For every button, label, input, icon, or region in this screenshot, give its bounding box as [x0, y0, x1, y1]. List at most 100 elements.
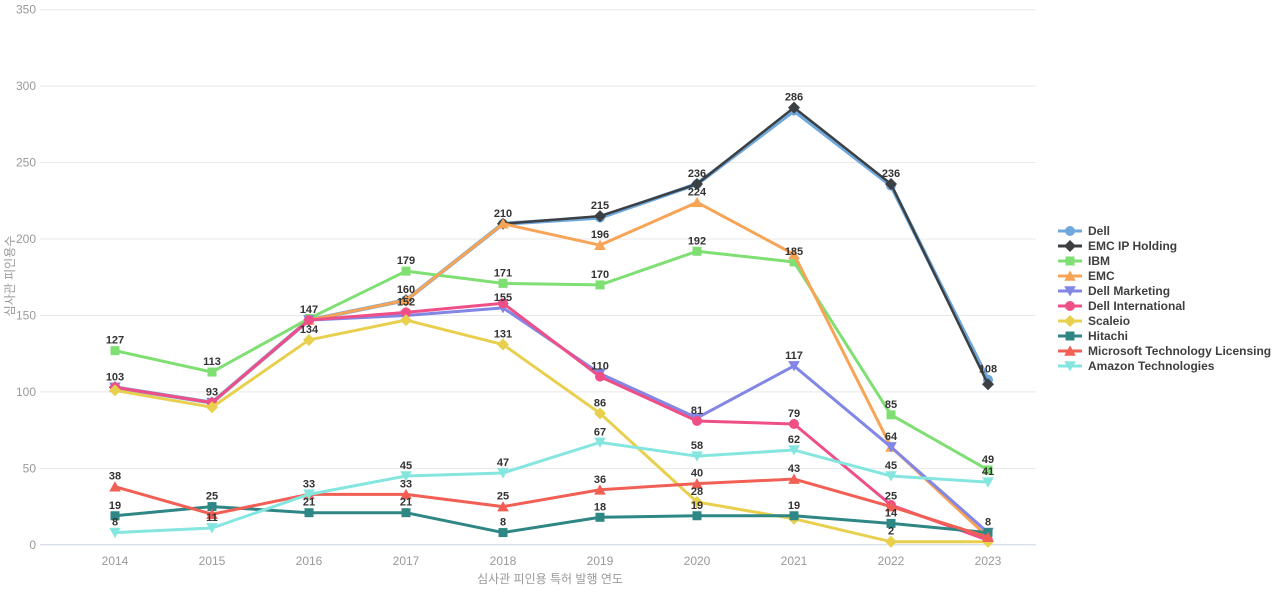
legend-item-emc[interactable]: EMC [1058, 269, 1115, 283]
data-label-amazon-technologies: 45 [400, 460, 412, 472]
legend-item-microsoft-technology-licensing[interactable]: Microsoft Technology Licensing [1058, 344, 1271, 358]
y-tick-label: 250 [16, 156, 36, 170]
legend-item-hitachi[interactable]: Hitachi [1058, 329, 1128, 343]
y-axis-title: 심사관 피인용수 [3, 236, 17, 317]
series-marker-ibm[interactable] [886, 410, 896, 420]
series-line-ibm [113, 249, 990, 472]
data-label-amazon-technologies: 47 [497, 457, 509, 469]
data-label-scaleio: 131 [494, 329, 512, 341]
series-marker-scaleio[interactable] [400, 314, 412, 327]
series-marker-amazon-technologies[interactable] [303, 489, 315, 500]
series-marker-microsoft-technology-licensing[interactable] [594, 484, 606, 495]
x-tick-label: 2014 [102, 554, 129, 568]
legend-item-dell-marketing[interactable]: Dell Marketing [1058, 284, 1170, 298]
series-marker-dell-international[interactable] [498, 298, 508, 309]
legend-item-amazon-technologies[interactable]: Amazon Technologies [1058, 359, 1215, 373]
series-marker-emc-ip-holding[interactable] [594, 210, 606, 223]
y-tick-label: 150 [16, 308, 36, 322]
series-marker-microsoft-technology-licensing[interactable] [788, 473, 800, 484]
series-marker-hitachi[interactable] [692, 511, 702, 521]
series-marker-microsoft-technology-licensing[interactable] [109, 481, 121, 492]
series-marker-scaleio[interactable] [885, 535, 897, 548]
series-marker-emc[interactable] [594, 239, 606, 250]
series-line-emc [113, 200, 990, 539]
series-marker-amazon-technologies[interactable] [497, 468, 509, 479]
series-marker-dell-marketing[interactable] [885, 442, 897, 453]
series-marker-microsoft-technology-licensing[interactable] [497, 501, 509, 512]
series-marker-amazon-technologies[interactable] [109, 527, 121, 539]
series-marker-microsoft-technology-licensing[interactable] [206, 508, 218, 520]
series-marker-scaleio[interactable] [497, 338, 509, 351]
series-marker-hitachi[interactable] [401, 508, 411, 518]
series-marker-amazon-technologies[interactable] [206, 523, 218, 534]
series-line-dell-international [113, 301, 990, 542]
data-label-emc: 224 [688, 186, 707, 198]
series-marker-dell-international[interactable] [789, 419, 799, 430]
series-marker-microsoft-technology-licensing[interactable] [691, 478, 703, 489]
series-marker-hitachi[interactable] [304, 508, 314, 518]
series-marker-emc[interactable] [497, 218, 509, 229]
series-marker-ibm[interactable] [207, 367, 217, 377]
series-marker-hitachi[interactable] [207, 502, 217, 512]
series-marker-emc[interactable] [691, 196, 703, 208]
series-marker-emc[interactable] [788, 248, 800, 260]
series-marker-scaleio[interactable] [303, 333, 315, 346]
data-label-scaleio: 28 [691, 486, 703, 498]
legend-item-ibm[interactable]: IBM [1058, 254, 1110, 268]
series-marker-dell-international[interactable] [401, 307, 411, 318]
legend-item-emc-ip-holding[interactable]: EMC IP Holding [1058, 239, 1177, 253]
legend-label-amazon-technologies: Amazon Technologies [1088, 359, 1215, 373]
series-marker-amazon-technologies[interactable] [400, 471, 412, 482]
series-marker-ibm[interactable] [595, 280, 605, 290]
series-marker-dell-international[interactable] [304, 315, 314, 326]
series-marker-emc-ip-holding[interactable] [885, 178, 897, 191]
data-label-dell-international: 81 [691, 405, 703, 417]
series-marker-microsoft-technology-licensing[interactable] [400, 488, 412, 500]
data-label-hitachi: 19 [109, 500, 121, 512]
series-marker-dell-international[interactable] [692, 415, 702, 426]
series-marker-hitachi[interactable] [595, 512, 605, 522]
series-marker-hitachi[interactable] [110, 511, 120, 521]
series-marker-amazon-technologies[interactable] [788, 445, 800, 456]
series-marker-microsoft-technology-licensing[interactable] [982, 531, 994, 542]
data-label-amazon-technologies: 8 [112, 517, 118, 529]
series-marker-ibm[interactable] [692, 246, 702, 256]
series-marker-scaleio[interactable] [206, 401, 218, 414]
y-tick-label: 0 [29, 538, 36, 552]
series-emc-ip-holding [109, 101, 994, 409]
data-label-ibm: 179 [397, 255, 415, 267]
series-marker-scaleio[interactable] [109, 384, 121, 397]
series-marker-amazon-technologies[interactable] [691, 451, 703, 462]
data-label-dell-international: 152 [397, 296, 415, 308]
series-marker-emc[interactable] [400, 294, 412, 305]
series-marker-scaleio[interactable] [594, 407, 606, 420]
series-marker-ibm[interactable] [110, 346, 120, 356]
data-label-hitachi: 21 [400, 497, 412, 509]
series-marker-amazon-technologies[interactable] [594, 437, 606, 448]
series-marker-ibm[interactable] [401, 266, 411, 276]
series-marker-amazon-technologies[interactable] [982, 477, 994, 488]
series-marker-dell-international[interactable] [595, 371, 605, 382]
series-marker-dell-marketing[interactable] [788, 361, 800, 372]
series-marker-hitachi[interactable] [498, 528, 508, 538]
series-marker-amazon-technologies[interactable] [885, 471, 897, 482]
x-tick-label: 2017 [393, 554, 420, 568]
series-marker-emc-ip-holding[interactable] [982, 378, 994, 391]
legend-item-dell[interactable]: Dell [1058, 224, 1110, 238]
y-tick-label: 300 [16, 79, 36, 93]
series-marker-ibm[interactable] [789, 257, 799, 267]
series-marker-ibm[interactable] [983, 465, 993, 475]
series-marker-hitachi[interactable] [789, 511, 799, 521]
legend-item-dell-international[interactable]: Dell International [1058, 299, 1185, 313]
series-marker-emc-ip-holding[interactable] [691, 178, 703, 191]
series-marker-microsoft-technology-licensing[interactable] [885, 501, 897, 512]
data-label-microsoft-technology-licensing: 33 [400, 478, 412, 490]
series-marker-scaleio[interactable] [691, 495, 703, 508]
series-marker-hitachi[interactable] [886, 518, 896, 528]
series-marker-ibm[interactable] [498, 278, 508, 288]
legend-label-dell-international: Dell International [1088, 299, 1185, 313]
series-marker-emc-ip-holding[interactable] [788, 101, 800, 114]
legend-item-scaleio[interactable]: Scaleio [1058, 314, 1130, 328]
data-label-dell: 108 [979, 364, 997, 376]
